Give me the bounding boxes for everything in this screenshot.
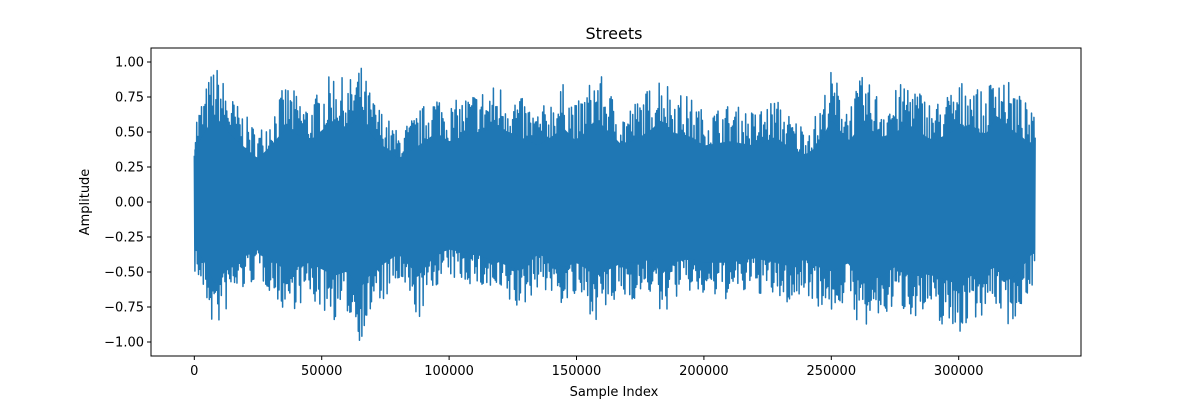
y-tick-label: −0.25 — [104, 231, 144, 246]
x-tick-label: 300000 — [934, 364, 984, 379]
y-tick-label: −1.00 — [104, 336, 144, 351]
x-axis-label: Sample Index — [570, 385, 659, 400]
y-tick-label: −0.75 — [104, 301, 144, 316]
x-axis: 0 50000 100000 150000 200000 250000 300000 — [190, 356, 984, 379]
y-tick-label: −0.50 — [104, 266, 144, 281]
waveform-core — [194, 115, 1036, 289]
x-tick-label: 250000 — [806, 364, 856, 379]
plot-area — [193, 67, 1036, 342]
x-tick-label: 50000 — [301, 364, 342, 379]
chart-title: Streets — [586, 24, 643, 43]
y-tick-label: 0.50 — [115, 126, 144, 141]
y-tick-label: 0.00 — [115, 196, 144, 211]
y-tick-label: 0.75 — [115, 91, 144, 106]
y-axis: 1.00 0.75 0.50 0.25 0.00 −0.25 −0.50 −0.75 −1.00 — [104, 56, 151, 351]
y-axis-label: Amplitude — [78, 169, 93, 236]
x-tick-label: 200000 — [679, 364, 729, 379]
x-tick-label: 100000 — [424, 364, 474, 379]
y-tick-label: 0.25 — [115, 161, 144, 176]
x-tick-label: 150000 — [552, 364, 602, 379]
x-tick-label: 0 — [190, 364, 198, 379]
y-tick-label: 1.00 — [115, 56, 144, 71]
